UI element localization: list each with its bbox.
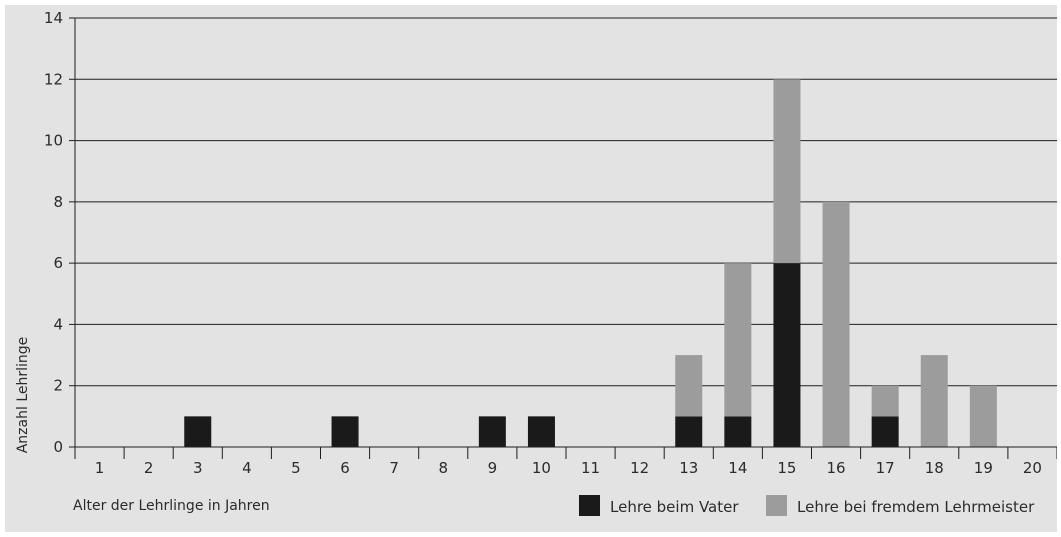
x-tick-label: 9 [488, 459, 498, 477]
x-axis-title: Alter der Lehrlinge in Jahren [73, 498, 270, 514]
bar-segment [920, 355, 948, 447]
x-tick-label: 18 [925, 459, 944, 477]
bar-segment [773, 79, 801, 264]
legend: Lehre beim Vater Lehre bei fremdem Lehrm… [579, 495, 1035, 516]
bar-segment [871, 416, 899, 447]
x-tick-label: 10 [532, 459, 551, 477]
y-axis-title: Anzahl Lehrlinge [15, 337, 31, 454]
bar-segment [675, 416, 703, 447]
x-tick-label: 16 [827, 459, 846, 477]
bar-segment [969, 385, 997, 447]
x-tick-label: 19 [974, 459, 993, 477]
x-tick-label: 13 [679, 459, 698, 477]
x-tick-label: 17 [876, 459, 895, 477]
chart-panel: 0 2 4 6 8 10 12 14 1 2 3 4 5 6 7 8 9 10 11 12 13 14 15 16 17 18 1… [5, 5, 1057, 532]
legend-label-lehre-bei-fremdem-lehrmeister: Lehre bei fremdem Lehrmeister [797, 498, 1035, 516]
x-tick-labels: 1 2 3 4 5 6 7 8 9 10 11 12 13 14 15 16 17 18 19 20 [95, 459, 1042, 477]
y-tick-label: 4 [53, 315, 63, 333]
y-tick-label: 6 [53, 254, 63, 272]
x-tick-label: 5 [291, 459, 301, 477]
bar-segment [331, 416, 359, 447]
y-tick-label: 12 [44, 70, 63, 88]
bar-segment [822, 201, 850, 447]
x-tick-label: 20 [1023, 459, 1042, 477]
x-tick-label: 2 [144, 459, 154, 477]
legend-swatch-lehre-beim-vater [579, 495, 600, 516]
bar-segment [724, 263, 752, 417]
bar-segment [675, 355, 703, 417]
x-tick-label: 4 [242, 459, 252, 477]
bar-segment [724, 416, 752, 447]
gridlines [75, 17, 1057, 387]
x-tick-label: 6 [340, 459, 350, 477]
y-tick-label: 8 [53, 193, 63, 211]
x-tick-label: 11 [581, 459, 600, 477]
y-tick-labels: 0 2 4 6 8 10 12 14 [44, 9, 63, 456]
axes [69, 17, 1057, 459]
y-tick-label: 14 [44, 9, 63, 27]
bar-segment [184, 416, 212, 447]
x-tick-label: 15 [777, 459, 796, 477]
x-tick-label: 7 [389, 459, 399, 477]
x-tick-label: 8 [438, 459, 448, 477]
bar-segment [478, 416, 506, 447]
legend-label-lehre-beim-vater: Lehre beim Vater [610, 498, 739, 516]
x-tick-label: 14 [728, 459, 747, 477]
y-tick-label: 0 [53, 438, 63, 456]
x-tick-label: 12 [630, 459, 649, 477]
y-tick-label: 10 [44, 132, 63, 150]
legend-swatch-lehre-bei-fremdem-lehrmeister [766, 495, 787, 516]
bars [184, 79, 997, 447]
bar-segment [871, 385, 899, 417]
bar-segment [527, 416, 555, 447]
bar-segment [773, 263, 801, 447]
x-tick-label: 1 [95, 459, 105, 477]
x-tick-label: 3 [193, 459, 203, 477]
y-tick-label: 2 [53, 377, 63, 395]
